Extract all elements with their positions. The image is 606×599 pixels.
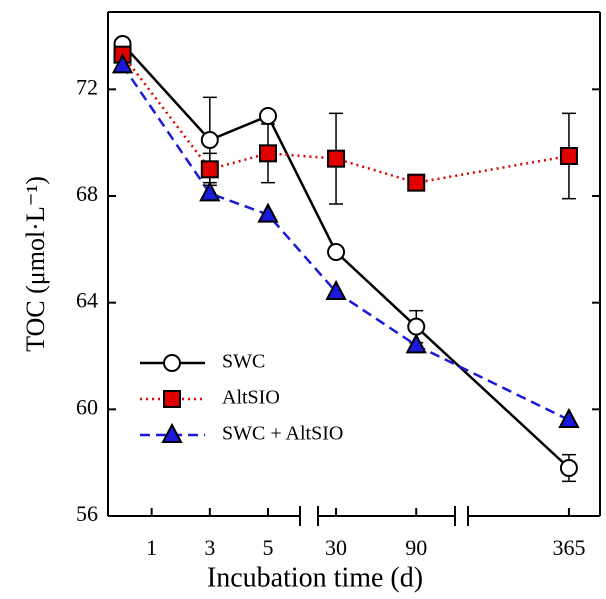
data-point xyxy=(407,173,426,192)
y-tick-label: 72 xyxy=(76,74,98,99)
x-tick-label: 365 xyxy=(552,535,585,560)
data-point xyxy=(200,160,219,179)
series-line xyxy=(121,64,570,422)
y-tick-label: 68 xyxy=(76,181,98,206)
x-tick-label: 3 xyxy=(204,535,215,560)
data-point xyxy=(325,279,347,300)
data-point xyxy=(259,107,277,125)
y-tick-label: 60 xyxy=(76,394,98,419)
data-point xyxy=(559,147,578,165)
data-point xyxy=(327,243,346,261)
legend-label: AltSIO xyxy=(222,387,280,409)
legend-label: SWC xyxy=(222,351,265,373)
data-point xyxy=(559,459,578,477)
series-line xyxy=(121,53,570,184)
x-axis-label: Incubation time (d) xyxy=(207,562,423,593)
y-tick-label: 56 xyxy=(76,501,98,526)
data-point xyxy=(111,53,134,74)
legend-marker xyxy=(161,422,183,443)
data-point xyxy=(558,407,580,428)
x-tick-label: 30 xyxy=(325,535,347,560)
data-point xyxy=(407,317,426,336)
data-point xyxy=(259,144,277,163)
data-point xyxy=(405,333,427,354)
data-point xyxy=(200,131,219,149)
x-tick-label: 90 xyxy=(405,535,427,560)
y-tick-label: 64 xyxy=(76,288,98,313)
legend-marker xyxy=(163,354,181,372)
x-tick-label: 1 xyxy=(146,535,157,560)
x-tick-label: 5 xyxy=(263,535,274,560)
legend-marker xyxy=(163,390,181,408)
data-point xyxy=(327,149,346,168)
data-point xyxy=(199,181,221,202)
legend-label: SWC + AltSIO xyxy=(222,423,343,445)
data-point xyxy=(257,202,279,223)
series-line xyxy=(121,43,570,469)
y-axis-label: TOC (μmol·L⁻¹) xyxy=(21,176,50,352)
